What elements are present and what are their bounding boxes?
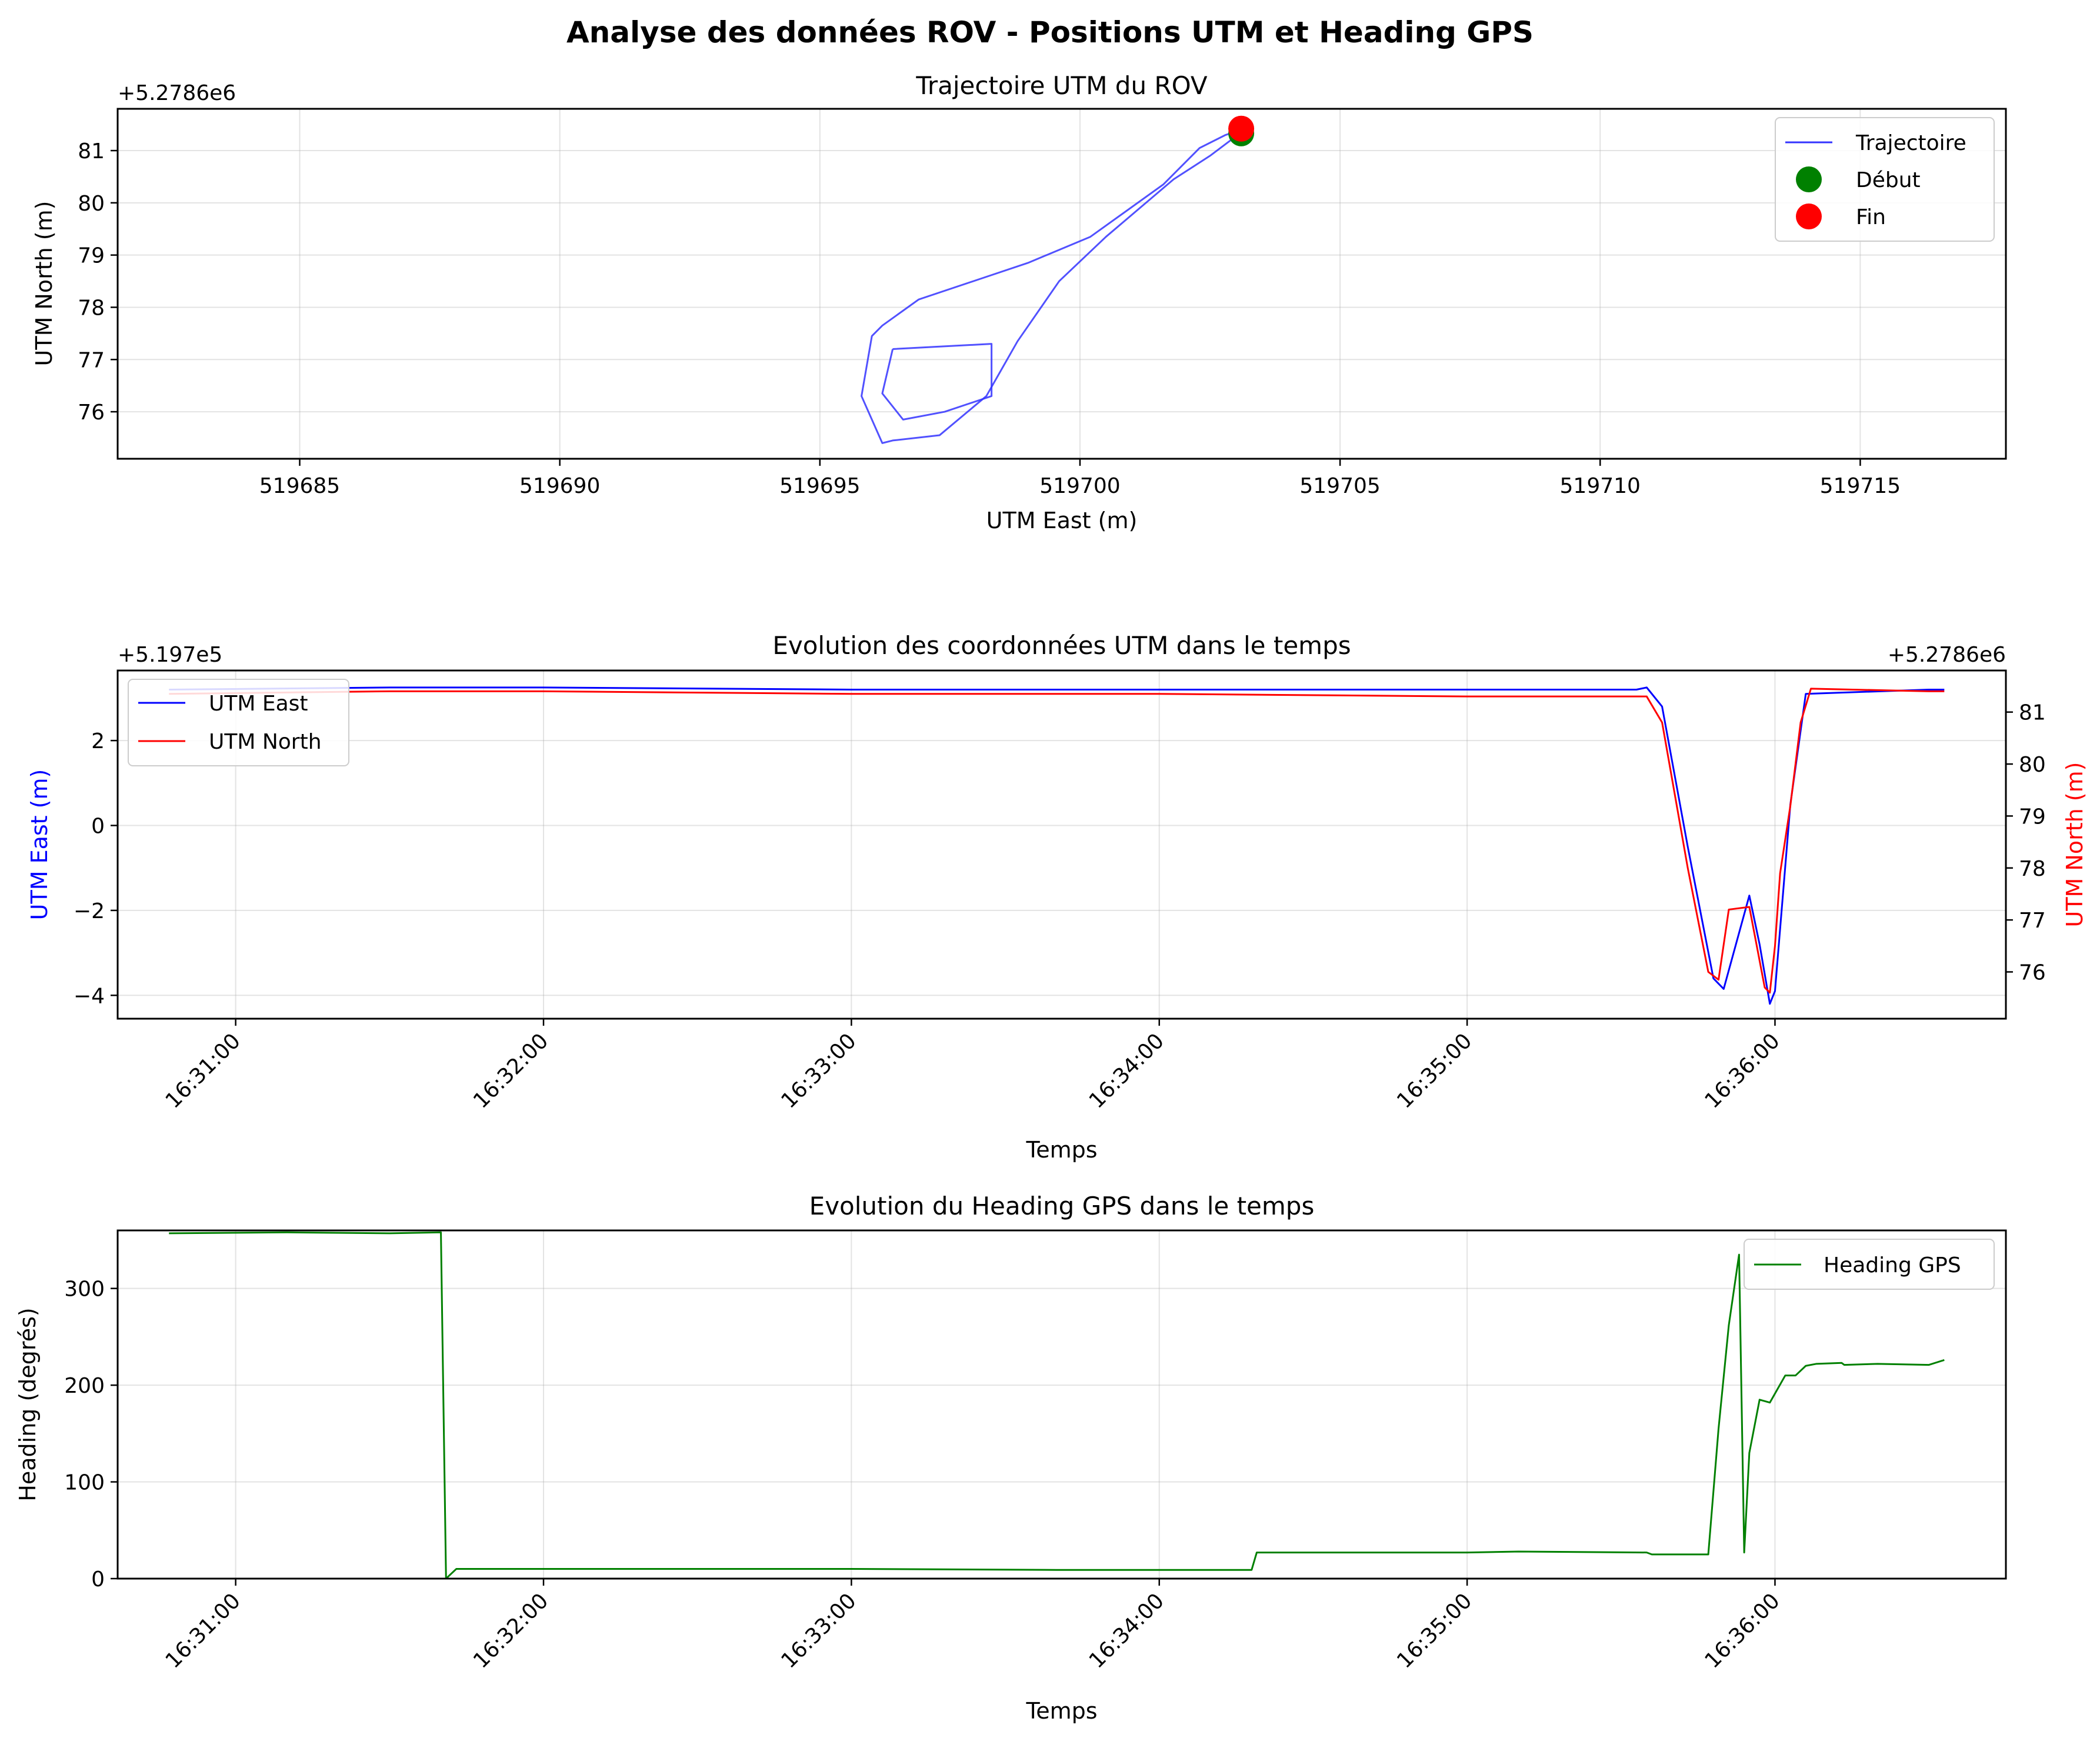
trajectory-x-tick-label: 519700 — [1039, 474, 1120, 498]
utm-east-line — [169, 686, 1945, 1005]
utm-time-y-tick-label-right: 80 — [2019, 753, 2046, 777]
legend-fin-label: Fin — [1856, 205, 1886, 229]
trajectory-legend: Trajectoire Début Fin — [1775, 117, 1995, 242]
utm-time-y-tick-label-right: 76 — [2019, 960, 2046, 985]
trajectory-x-tick-label: 519695 — [779, 474, 860, 498]
utm-time-grid — [118, 670, 2006, 1019]
utm-time-y-offset-left: +5.197e5 — [118, 643, 222, 667]
utm-time-y-tick-label-right: 77 — [2019, 909, 2046, 933]
heading-ylabel: Heading (degrés) — [15, 1307, 41, 1501]
heading-legend: Heading GPS — [1744, 1239, 1995, 1290]
heading-y-tick-label: 200 — [64, 1374, 105, 1398]
utm-time-y-tick-label-left: 2 — [91, 729, 105, 753]
legend-utm-east-label: UTM East — [209, 692, 308, 716]
trajectory-x-tick-label: 519710 — [1560, 474, 1641, 498]
utm-time-ylabel-right: UTM North (m) — [2062, 762, 2088, 928]
utm-time-y-tick-label-right: 81 — [2019, 701, 2046, 725]
utm-time-axes-frame — [116, 669, 2007, 1020]
utm-time-y-tick-label-left: 0 — [91, 815, 105, 839]
utm-time-plot-area — [169, 686, 1945, 1005]
trajectory-x-tick-label: 519685 — [259, 474, 340, 498]
legend-debut-swatch — [1796, 166, 1822, 192]
trajectory-y-tick-label: 76 — [78, 401, 105, 425]
utm-time-title: Evolution des coordonnées UTM dans le te… — [772, 631, 1351, 660]
trajectory-title: Trajectoire UTM du ROV — [915, 71, 1208, 100]
legend-trajectoire-label: Trajectoire — [1855, 131, 1966, 155]
utm-time-legend: UTM East UTM North — [128, 679, 349, 766]
utm-time-xlabel: Temps — [1025, 1137, 1097, 1163]
trajectory-x-tick-label: 519705 — [1299, 474, 1380, 498]
trajectory-x-tick-label: 519715 — [1820, 474, 1901, 498]
legend-utm-north-label: UTM North — [209, 730, 322, 754]
utm-time-y-tick-label-left: −4 — [74, 984, 105, 1008]
utm-time-legend-box — [128, 679, 349, 766]
utm-north-line — [169, 688, 1945, 994]
trajectory-legend-box — [1775, 117, 1995, 242]
trajectory-y-tick-label: 79 — [78, 244, 105, 268]
heading-legend-box — [1744, 1239, 1995, 1290]
trajectory-x-tick-label: 519690 — [519, 474, 600, 498]
heading-plot-area — [169, 1231, 1945, 1580]
utm-time-y-tick-label-right: 79 — [2019, 805, 2046, 829]
heading-axes-frame — [116, 1229, 2007, 1580]
trajectory-y-tick-label: 80 — [78, 192, 105, 216]
trajectory-xlabel: UTM East (m) — [986, 508, 1138, 533]
trajectory-ylabel: UTM North (m) — [31, 201, 57, 366]
heading-xlabel: Temps — [1025, 1698, 1097, 1724]
trajectory-y-tick-label: 81 — [78, 139, 105, 164]
utm-time-y-tick-label-left: −2 — [74, 899, 105, 923]
trajectory-plot-area — [861, 115, 1255, 444]
utm-time-ylabel-left: UTM East (m) — [26, 769, 52, 920]
trajectory-loop-line — [881, 343, 993, 421]
trajectory-y-tick-label: 77 — [78, 348, 105, 372]
legend-debut-label: Début — [1856, 168, 1921, 192]
heading-y-tick-label: 300 — [64, 1277, 105, 1302]
trajectory-ticks: 519685 519690 519695 519700 519705 519710 5197… — [78, 139, 1901, 498]
trajectory-line — [861, 129, 1247, 444]
heading-y-tick-label: 100 — [64, 1471, 105, 1495]
trajectory-grid — [118, 109, 2006, 459]
heading-y-tick-label: 0 — [91, 1567, 105, 1592]
figure-suptitle: Analyse des données ROV - Positions UTM … — [566, 15, 1534, 49]
end-point-marker — [1228, 115, 1255, 142]
legend-heading-gps-label: Heading GPS — [1824, 1253, 1961, 1277]
heading-gps-line — [169, 1231, 1945, 1580]
trajectory-axes-frame — [116, 108, 2007, 460]
trajectory-chart: Trajectoire UTM du ROV +5.2786e6 519685 5… — [31, 71, 2007, 533]
utm-time-y-tick-label-right: 78 — [2019, 857, 2046, 881]
trajectory-y-tick-label: 78 — [78, 296, 105, 320]
trajectory-y-offset-label: +5.2786e6 — [118, 81, 236, 105]
legend-fin-swatch — [1796, 204, 1822, 229]
heading-title: Evolution du Heading GPS dans le temps — [809, 1192, 1315, 1220]
utm-time-y-offset-right: +5.2786e6 — [1888, 643, 2006, 667]
